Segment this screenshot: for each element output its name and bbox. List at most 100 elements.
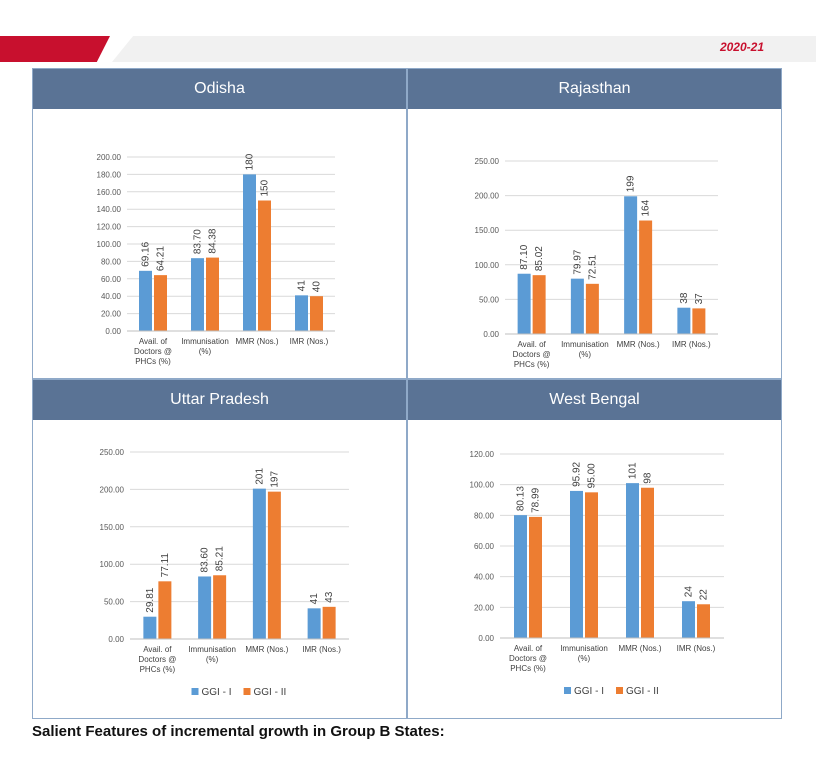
category-label: MMR (Nos.): [235, 337, 278, 346]
category-label: (%): [579, 350, 592, 359]
y-tick-label: 100.00: [475, 261, 500, 270]
bar-ggi-1: [517, 273, 531, 334]
bar-ggi-1: [139, 270, 152, 331]
data-label: 87.10: [519, 244, 530, 269]
data-label: 83.60: [200, 547, 211, 572]
data-label: 41: [309, 593, 320, 605]
data-label: 84.38: [208, 228, 219, 253]
legend-swatch: [616, 687, 623, 694]
legend-swatch: [243, 688, 251, 695]
report-year: 2020-21: [719, 40, 764, 54]
bar-ggi-1: [198, 576, 212, 639]
odisha-bar-chart: 0.00 20.00 40.00 60.00 80.00 100.00 120.00 140.…: [97, 153, 335, 366]
bar-ggi-2: [585, 492, 598, 638]
panel-title: Uttar Pradesh: [33, 380, 406, 420]
data-label: 199: [626, 175, 637, 192]
bar-ggi-2: [585, 283, 599, 334]
data-label: 40: [312, 281, 323, 293]
bar-ggi-1: [191, 258, 204, 331]
y-tick-label: 100.00: [470, 481, 495, 490]
chart-panel-odisha: Odisha 0.00 20.00 40.00 60.00 80.00 100.00 120…: [32, 68, 407, 379]
data-label: 80.13: [516, 486, 527, 511]
category-label: PHCs (%): [135, 357, 171, 366]
data-label: 95.00: [587, 463, 598, 488]
data-label: 77.11: [160, 553, 171, 578]
rajasthan-bar-chart: 0.00 50.00 100.00 150.00 200.00 250.00 87.10 85…: [475, 157, 718, 369]
bar-ggi-2: [697, 604, 710, 638]
bar-ggi-2: [532, 275, 546, 334]
y-tick-label: 140.00: [97, 205, 122, 214]
category-label: (%): [206, 655, 219, 664]
bar-ggi-1: [677, 307, 691, 334]
legend-swatch: [564, 687, 571, 694]
chart-panel-west-bengal: West Bengal 0.00 20.00 40.00 60.00 80.00 100.…: [407, 379, 782, 719]
data-label: 85.02: [534, 246, 545, 271]
bar-ggi-2: [322, 606, 336, 639]
data-label: 180: [245, 153, 256, 170]
y-tick-label: 0.00: [483, 330, 499, 339]
bar-ggi-2: [641, 487, 654, 638]
data-label: 164: [641, 199, 652, 216]
category-label: PHCs (%): [510, 664, 546, 673]
bar-ggi-1: [514, 515, 527, 638]
legend-label: GGI - II: [626, 686, 659, 697]
y-tick-label: 120.00: [97, 223, 122, 232]
bar-ggi-1: [243, 174, 256, 331]
bar-ggi-2: [267, 491, 281, 639]
category-label: MMR (Nos.): [245, 645, 288, 654]
y-tick-label: 20.00: [101, 310, 122, 319]
data-label: 79.97: [572, 249, 583, 274]
panel-title: Odisha: [33, 69, 406, 109]
panel-title: West Bengal: [408, 380, 781, 420]
y-tick-label: 100.00: [100, 560, 125, 569]
section-heading: Salient Features of incremental growth i…: [32, 723, 445, 740]
bar-ggi-2: [258, 200, 271, 331]
category-label: Doctors @: [509, 654, 547, 663]
data-label: 41: [297, 280, 308, 292]
bar-ggi-1: [570, 278, 584, 334]
bar-ggi-1: [143, 616, 157, 639]
category-label: Avail. of: [514, 644, 543, 653]
y-tick-label: 160.00: [97, 188, 122, 197]
category-label: Doctors @: [513, 350, 551, 359]
data-label: 101: [628, 462, 639, 479]
data-label: 78.99: [531, 487, 542, 512]
y-tick-label: 40.00: [101, 292, 122, 301]
data-label: 197: [269, 471, 280, 488]
legend-label: GGI - I: [202, 687, 232, 698]
y-tick-label: 80.00: [474, 511, 495, 520]
y-tick-label: 120.00: [470, 450, 495, 459]
data-label: 72.51: [587, 254, 598, 279]
data-label: 201: [254, 468, 265, 485]
data-label: 83.70: [193, 229, 204, 254]
chart-panel-uttar-pradesh: Uttar Pradesh 0.00 50.00 100.00 150.00 200.0…: [32, 379, 407, 719]
y-tick-label: 0.00: [108, 635, 124, 644]
data-label: 37: [694, 293, 705, 305]
uttar-pradesh-bar-chart: 0.00 50.00 100.00 150.00 200.00 250.00 29.81 77…: [100, 448, 349, 698]
y-tick-label: 100.00: [97, 240, 122, 249]
data-label: 29.81: [145, 587, 156, 612]
bar-ggi-1: [624, 196, 638, 334]
bar-ggi-1: [307, 608, 321, 639]
y-tick-label: 150.00: [100, 523, 125, 532]
y-tick-label: 60.00: [474, 542, 495, 551]
category-label: Immunisation: [561, 340, 609, 349]
data-label: 98: [643, 472, 654, 484]
grey-header-band: [112, 36, 816, 62]
bar-ggi-1: [295, 295, 308, 331]
bar-ggi-2: [206, 257, 219, 331]
y-tick-label: 200.00: [475, 192, 500, 201]
data-label: 150: [260, 179, 271, 196]
y-tick-label: 150.00: [475, 226, 500, 235]
panel-title: Rajasthan: [408, 69, 781, 109]
category-label: IMR (Nos.): [672, 340, 711, 349]
legend-label: GGI - I: [574, 686, 604, 697]
bar-ggi-1: [252, 488, 266, 639]
bar-ggi-2: [158, 581, 172, 639]
category-label: Immunisation: [181, 337, 229, 346]
category-label: MMR (Nos.): [618, 644, 661, 653]
y-tick-label: 200.00: [100, 485, 125, 494]
category-label: IMR (Nos.): [290, 337, 329, 346]
category-label: Doctors @: [134, 347, 172, 356]
y-tick-label: 200.00: [97, 153, 122, 162]
